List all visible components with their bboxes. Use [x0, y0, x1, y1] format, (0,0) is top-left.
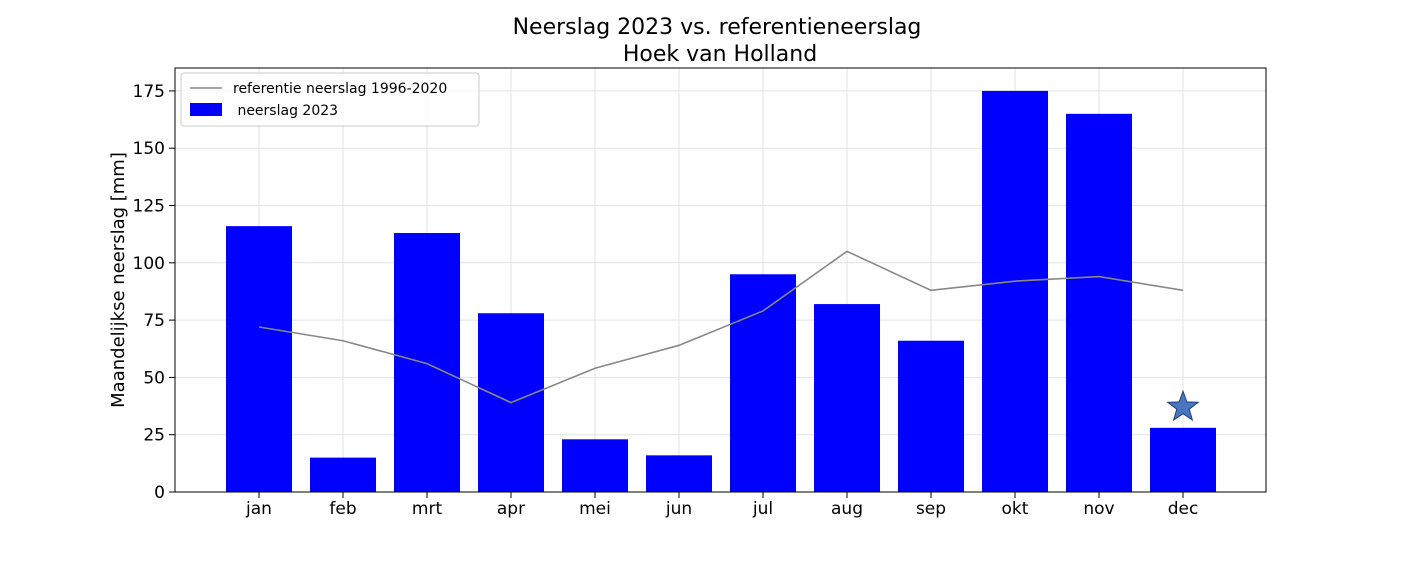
x-tick-label-jun: jun	[665, 499, 692, 519]
bar-feb	[310, 457, 376, 492]
legend-label-2023: neerslag 2023	[233, 103, 338, 119]
x-tick-label-dec: dec	[1168, 499, 1199, 519]
reference-line	[258, 250, 1184, 404]
y-tick-label: 100	[133, 254, 165, 274]
y-tick-label: 125	[133, 197, 165, 217]
y-tick-label: 50	[143, 368, 165, 388]
y-tick-label: 150	[133, 139, 165, 159]
bar-mei	[562, 439, 628, 492]
x-tick-label-jul: jul	[752, 499, 773, 519]
y-tick-label: 175	[133, 82, 165, 102]
bar-jan	[226, 226, 292, 492]
x-axis: jan feb mrt apr mei jun jul aug sep okt nov dec	[245, 492, 1198, 519]
y-tick-label: 25	[143, 426, 165, 446]
x-tick-label-sep: sep	[916, 499, 946, 519]
bar-jul	[730, 274, 796, 492]
chart-title: Neerslag 2023 vs. referentieneerslag	[513, 15, 922, 40]
x-tick-label-apr: apr	[497, 499, 525, 519]
x-tick-label-jan: jan	[245, 499, 272, 519]
legend-bar-swatch	[190, 103, 222, 116]
chart-subtitle: Hoek van Holland	[623, 42, 817, 67]
bars	[226, 90, 1216, 493]
y-tick-label: 0	[154, 483, 165, 503]
y-axis: 0 25 50 75 100 125 150 175	[133, 82, 175, 503]
bar-okt	[982, 90, 1048, 493]
star-marker-dec	[1166, 389, 1200, 422]
bar-jun	[646, 455, 712, 492]
plot-frame	[174, 67, 1267, 493]
x-tick-label-nov: nov	[1083, 499, 1114, 519]
x-tick-label-feb: feb	[329, 499, 356, 519]
x-tick-label-mei: mei	[579, 499, 611, 519]
x-tick-label-mrt: mrt	[412, 499, 443, 519]
bar-mrt	[394, 233, 460, 492]
x-tick-label-okt: okt	[1002, 499, 1029, 519]
reference-line-path	[258, 250, 1184, 404]
bar-sep	[898, 340, 964, 492]
bar-nov	[1066, 113, 1132, 493]
y-axis-label: Maandelijkse neerslag [mm]	[108, 152, 129, 408]
legend: referentie neerslag 1996-2020 neerslag 2…	[180, 72, 480, 127]
bar-dec	[1150, 427, 1216, 492]
markers	[1166, 389, 1200, 422]
bar-aug	[814, 304, 880, 492]
x-tick-label-aug: aug	[831, 499, 863, 519]
legend-label-reference: referentie neerslag 1996-2020	[233, 81, 447, 97]
y-tick-label: 75	[143, 311, 165, 331]
legend-box	[180, 72, 480, 127]
